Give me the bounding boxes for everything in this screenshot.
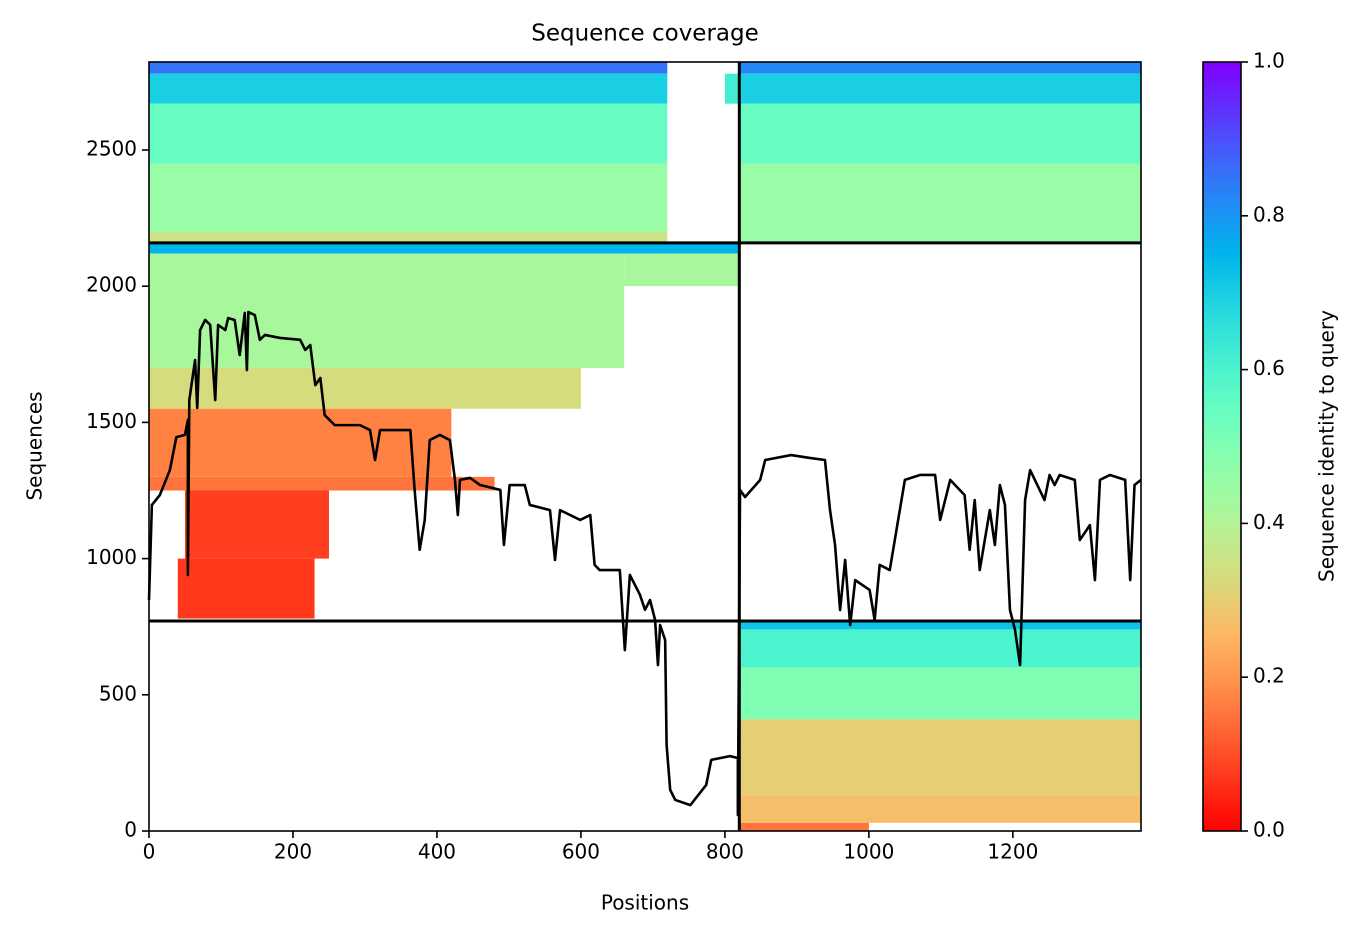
y-tick-label: 2500 xyxy=(86,136,137,160)
heatmap-block xyxy=(739,795,1141,823)
y-tick-label: 1000 xyxy=(86,545,137,569)
x-tick-label: 1200 xyxy=(987,840,1038,864)
colorbar-label: Sequence identity to query xyxy=(1315,310,1339,582)
heatmap-block xyxy=(739,620,1141,630)
chart-title: Sequence coverage xyxy=(531,21,759,47)
plot-frame xyxy=(148,61,1142,832)
heatmap-block xyxy=(739,163,1141,243)
heatmap-block xyxy=(624,253,740,287)
x-tick-label: 600 xyxy=(562,840,600,864)
x-tick-label: 200 xyxy=(274,840,312,864)
colorbar-tick-label: 0.2 xyxy=(1253,664,1285,688)
heatmap-block xyxy=(149,253,625,368)
y-axis-label: Sequences xyxy=(23,391,47,500)
y-tick-label: 1500 xyxy=(86,409,137,433)
heatmap-block xyxy=(149,103,668,164)
x-tick-label: 0 xyxy=(143,840,156,864)
heatmap-block xyxy=(149,367,581,409)
colorbar-tick-label: 0.6 xyxy=(1253,356,1285,380)
y-tick-label: 0 xyxy=(124,818,137,842)
y-tick-label: 2000 xyxy=(86,273,137,297)
heatmap-block xyxy=(739,667,1141,720)
heatmap-block xyxy=(739,719,1141,796)
coverage-line xyxy=(147,310,1142,817)
x-tick-label: 1000 xyxy=(843,840,894,864)
colorbar-tick-label: 0.8 xyxy=(1253,202,1285,226)
heatmap-block xyxy=(739,103,1141,164)
colorbar-tick-label: 0.0 xyxy=(1253,818,1285,842)
heatmap-block xyxy=(149,476,495,491)
heatmap-block xyxy=(149,73,668,104)
x-axis-label: Positions xyxy=(601,891,689,915)
y-tick-label: 500 xyxy=(99,681,137,705)
heatmap-block xyxy=(724,73,740,104)
heatmap-block xyxy=(177,558,315,619)
heatmap-block xyxy=(184,490,329,559)
heatmap-block xyxy=(149,163,668,232)
x-tick-label: 400 xyxy=(418,840,456,864)
colorbar xyxy=(1202,61,1242,832)
heatmap-block xyxy=(739,822,869,831)
heatmap-block xyxy=(149,62,668,74)
heatmap-block xyxy=(149,242,740,254)
heatmap-block xyxy=(739,73,1141,104)
colorbar-tick-label: 1.0 xyxy=(1253,49,1285,73)
heatmap-block xyxy=(739,62,1141,74)
heatmap-block xyxy=(149,408,452,477)
heatmap-block xyxy=(739,629,1141,668)
colorbar-tick-label: 0.4 xyxy=(1253,510,1285,534)
x-tick-label: 800 xyxy=(706,840,744,864)
heatmap-block xyxy=(149,231,668,243)
